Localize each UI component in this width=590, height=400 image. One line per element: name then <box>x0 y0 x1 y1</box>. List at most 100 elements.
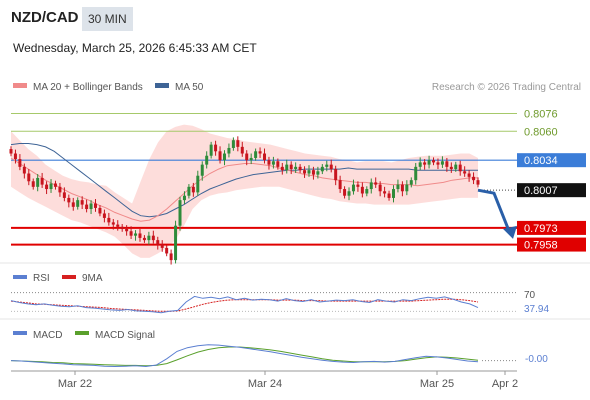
rsi-value-label: 37.94 <box>524 304 549 315</box>
candle <box>463 166 467 177</box>
candle <box>369 178 373 194</box>
candle-body <box>276 161 280 167</box>
forecast-arrow <box>477 188 511 232</box>
x-tick-label: Apr 2 <box>492 378 518 390</box>
candle-body <box>116 224 120 227</box>
candle <box>31 178 35 190</box>
candle <box>427 155 431 169</box>
candle <box>98 205 102 217</box>
candle <box>49 179 53 193</box>
candle-body <box>347 191 351 196</box>
candle <box>356 181 360 192</box>
candle-body <box>427 160 431 165</box>
candle <box>142 235 146 243</box>
candle-body <box>245 153 249 161</box>
candle <box>151 230 155 244</box>
candle <box>236 136 240 152</box>
candle-body <box>200 164 204 176</box>
candle-body <box>142 237 146 241</box>
candle <box>134 230 138 241</box>
legend-macd: MACD <box>33 330 62 341</box>
candle-body <box>40 177 44 185</box>
candle-body <box>138 233 142 238</box>
candle-body <box>258 151 262 154</box>
candle <box>111 219 115 230</box>
candle <box>62 187 66 202</box>
candle-body <box>240 146 244 154</box>
candle <box>365 186 369 197</box>
candle <box>329 159 333 173</box>
candle <box>436 158 440 170</box>
candle <box>169 249 173 265</box>
level-tag-bg-0.7958 <box>517 237 586 252</box>
candle <box>258 147 262 158</box>
candle-body <box>329 164 333 170</box>
candle-body <box>22 166 26 174</box>
legend-swatch-macd-signal <box>75 331 89 335</box>
candle <box>449 162 453 173</box>
candle-body <box>289 164 293 170</box>
timeframe-badge[interactable]: 30 MIN <box>82 7 133 31</box>
candle-body <box>294 166 298 170</box>
candle <box>45 181 49 195</box>
candle <box>343 186 347 199</box>
credit-text: Research © 2026 Trading Central <box>432 82 581 93</box>
candle <box>196 170 200 196</box>
candle <box>191 182 195 197</box>
candle <box>378 181 382 197</box>
candle <box>405 180 409 196</box>
legend-ma50: MA 50 <box>175 82 204 93</box>
candle <box>432 157 436 166</box>
candle-body <box>405 184 409 192</box>
candle-body <box>205 155 209 165</box>
candle-body <box>298 166 302 171</box>
candle-body <box>476 180 480 185</box>
candle-body <box>467 173 471 177</box>
level-tag-bg-0.8034 <box>517 153 586 168</box>
candle <box>383 186 387 198</box>
candle-body <box>414 166 418 181</box>
candle <box>240 141 244 157</box>
candle-body <box>222 153 226 161</box>
candle-body <box>191 186 195 193</box>
candle-body <box>418 162 422 167</box>
candle <box>156 236 160 250</box>
x-tick-label: Mar 25 <box>420 378 454 390</box>
candle-body <box>156 240 160 245</box>
x-tick-label: Mar 22 <box>58 378 92 390</box>
candle-body <box>160 244 164 248</box>
candle-body <box>436 162 440 165</box>
candle <box>334 165 338 186</box>
candle-body <box>45 184 49 190</box>
candle <box>182 191 186 205</box>
candle-body <box>320 166 324 172</box>
candle-body <box>307 170 311 174</box>
candle-body <box>218 151 222 161</box>
candle-body <box>432 160 436 163</box>
candle <box>76 197 80 210</box>
candle <box>472 172 476 185</box>
level-label-0.8076: 0.8076 <box>524 109 558 121</box>
candle <box>467 170 471 182</box>
candle-body <box>107 217 111 223</box>
candle-body <box>338 180 342 190</box>
candle <box>280 162 284 175</box>
level-label-0.7958: 0.7958 <box>524 240 558 252</box>
candle <box>440 156 444 168</box>
candle-body <box>391 189 395 198</box>
candle-body <box>463 171 467 174</box>
candle <box>458 160 462 176</box>
candle-body <box>102 213 106 218</box>
candle-body <box>89 203 93 210</box>
candle-body <box>254 151 258 158</box>
candle <box>27 169 31 186</box>
candle-body <box>325 164 329 167</box>
candle <box>218 146 222 164</box>
candle-body <box>36 177 40 187</box>
candle-body <box>458 164 462 172</box>
candle-body <box>351 184 355 192</box>
candle-body <box>360 186 364 194</box>
candle <box>396 179 400 193</box>
candle <box>94 199 98 212</box>
candle-body <box>365 189 369 194</box>
